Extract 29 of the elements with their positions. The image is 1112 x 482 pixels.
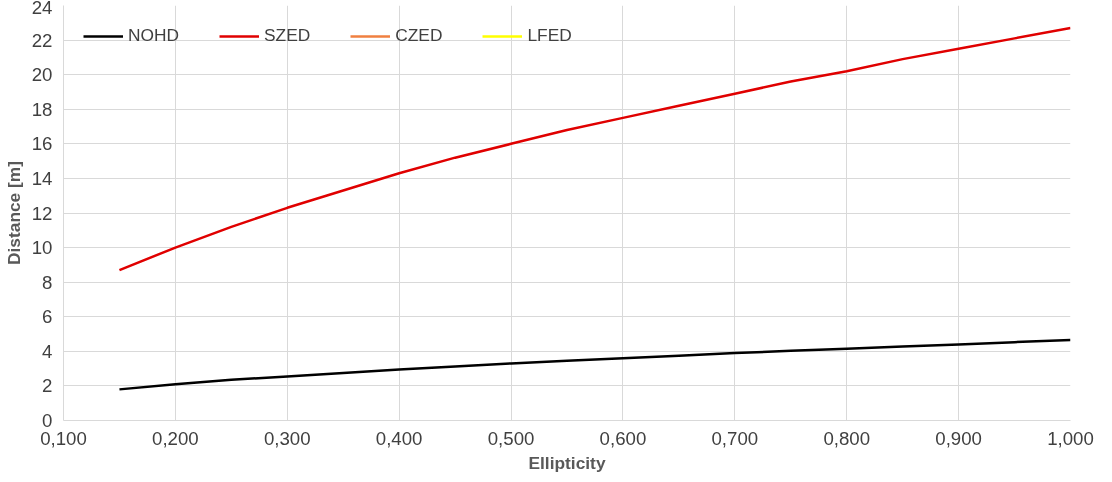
y-tick-label: 6 — [42, 306, 53, 328]
legend-label: CZED — [395, 25, 443, 46]
x-axis-title: Ellipticity — [528, 452, 606, 473]
x-tick-label: 0,600 — [599, 427, 647, 449]
line-series — [118, 26, 1071, 272]
y-tick-label: 18 — [31, 98, 53, 120]
y-tick-label: 4 — [42, 340, 53, 362]
legend-label: NOHD — [128, 25, 180, 46]
y-axis-title: Distance [m] — [3, 161, 24, 265]
x-tick-label: 1,000 — [1047, 427, 1094, 449]
x-tick-label: 0,300 — [263, 427, 311, 449]
y-tick-label: 24 — [31, 0, 53, 18]
y-tick-label: 2 — [42, 375, 53, 397]
y-tick-label: 8 — [42, 271, 53, 293]
x-tick-label: 0,200 — [152, 427, 199, 449]
y-tick-label: 20 — [31, 64, 53, 86]
x-tick-label: 0,900 — [935, 427, 982, 449]
line-series — [118, 338, 1071, 391]
x-tick-label: 0,500 — [487, 427, 535, 449]
x-tick-label: 0,800 — [823, 427, 871, 449]
y-tick-label: 16 — [31, 133, 53, 155]
y-tick-label: 10 — [31, 237, 53, 259]
legend-label: SZED — [264, 25, 311, 46]
y-tick-label: 14 — [31, 167, 53, 189]
y-tick-label: 22 — [31, 29, 53, 51]
x-tick-label: 0,400 — [375, 427, 423, 449]
y-tick-label: 12 — [31, 202, 53, 224]
x-tick-label: 0,700 — [711, 427, 759, 449]
legend-label: LFED — [527, 25, 572, 46]
